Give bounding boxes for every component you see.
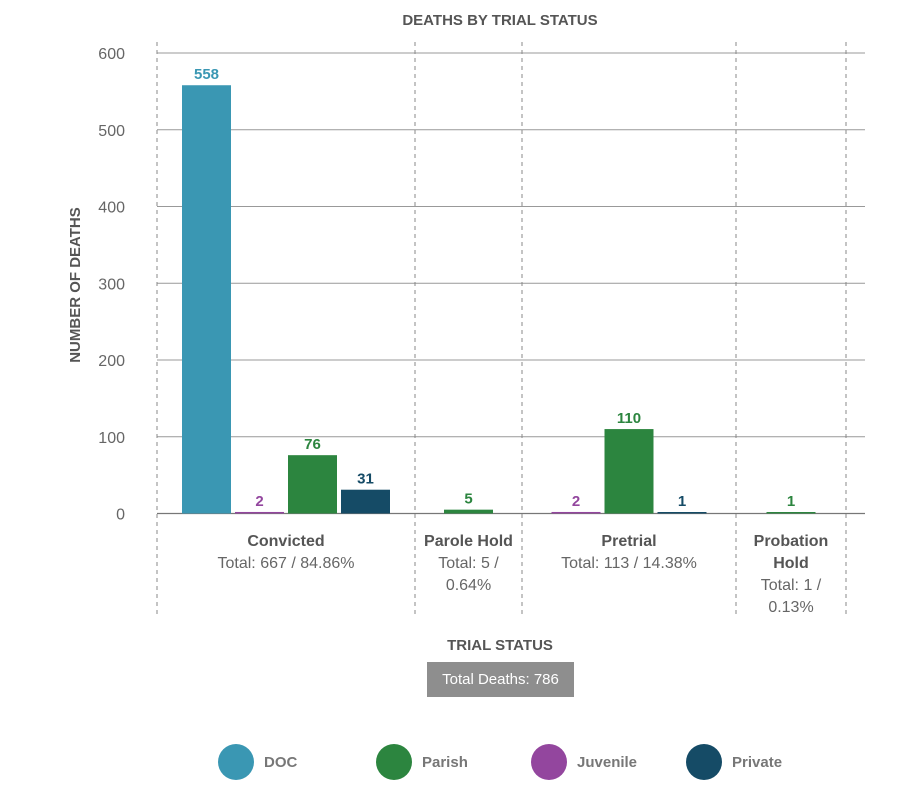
legend-label-parish: Parish: [422, 753, 468, 771]
legend-item-juvenile[interactable]: Juvenile: [531, 743, 637, 781]
category-label: Parole Hold: [424, 533, 513, 550]
legend-swatch-private: [686, 744, 722, 780]
y-axis-title: NUMBER OF DEATHS: [67, 207, 84, 363]
category-total: Total: 1 /: [761, 577, 822, 594]
x-axis-title: TRIAL STATUS: [447, 637, 553, 654]
legend-swatch-doc: [218, 744, 254, 780]
y-tick-label: 100: [98, 430, 125, 447]
legend-item-parish[interactable]: Parish: [376, 743, 468, 781]
bar-doc[interactable]: [182, 85, 231, 514]
data-label: 2: [255, 493, 263, 510]
data-label: 5: [464, 491, 472, 508]
category-total: Total: 5 /: [438, 555, 499, 572]
category-total: Total: 667 / 84.86%: [218, 555, 355, 572]
category-total: Total: 113 / 14.38%: [561, 555, 697, 572]
category-total: 0.64%: [446, 577, 491, 594]
legend-label-private: Private: [732, 753, 783, 771]
bars: [182, 85, 816, 514]
chart-title: DEATHS BY TRIAL STATUS: [402, 12, 597, 29]
bar-parish[interactable]: [444, 509, 493, 514]
data-label: 76: [304, 436, 321, 453]
y-tick-label: 200: [98, 353, 125, 370]
y-tick-label: 400: [98, 200, 125, 217]
y-tick-label: 0: [116, 507, 125, 524]
data-label: 110: [617, 410, 641, 427]
legend-swatch-parish: [376, 744, 412, 780]
grid: [156, 42, 865, 618]
category-label: Probation: [754, 533, 829, 550]
legend-label-juvenile: Juvenile: [577, 753, 638, 771]
bar-private[interactable]: [657, 512, 707, 514]
legend: DOC Parish Juvenile Private: [0, 743, 924, 781]
category-label: Hold: [773, 555, 809, 572]
data-label: 1: [678, 493, 686, 510]
category-label: Pretrial: [601, 533, 656, 550]
legend-label-doc: DOC: [264, 753, 298, 771]
bar-parish[interactable]: [288, 455, 337, 514]
category-total: 0.13%: [768, 599, 813, 616]
bar-juvenile[interactable]: [551, 511, 601, 514]
legend-swatch-juvenile: [531, 744, 567, 780]
bar-parish[interactable]: [604, 429, 654, 514]
data-label: 2: [572, 493, 580, 510]
category-label: Convicted: [247, 533, 324, 550]
y-tick-label: 500: [98, 123, 125, 140]
data-label: 1: [787, 493, 795, 510]
data-label: 558: [194, 66, 219, 83]
legend-item-private[interactable]: Private: [686, 743, 782, 781]
bar-private[interactable]: [341, 489, 390, 514]
y-tick-label: 600: [98, 46, 125, 63]
y-tick-label: 300: [98, 276, 125, 293]
bar-juvenile[interactable]: [235, 511, 284, 514]
total-deaths-badge: Total Deaths: 786: [427, 662, 574, 697]
bar-parish[interactable]: [766, 512, 816, 514]
labels: 0 100 200 300 400 500 600 558 2 76 31 Convicted Tota…: [98, 46, 828, 616]
legend-item-doc[interactable]: DOC: [218, 743, 297, 781]
data-label: 31: [357, 471, 374, 488]
